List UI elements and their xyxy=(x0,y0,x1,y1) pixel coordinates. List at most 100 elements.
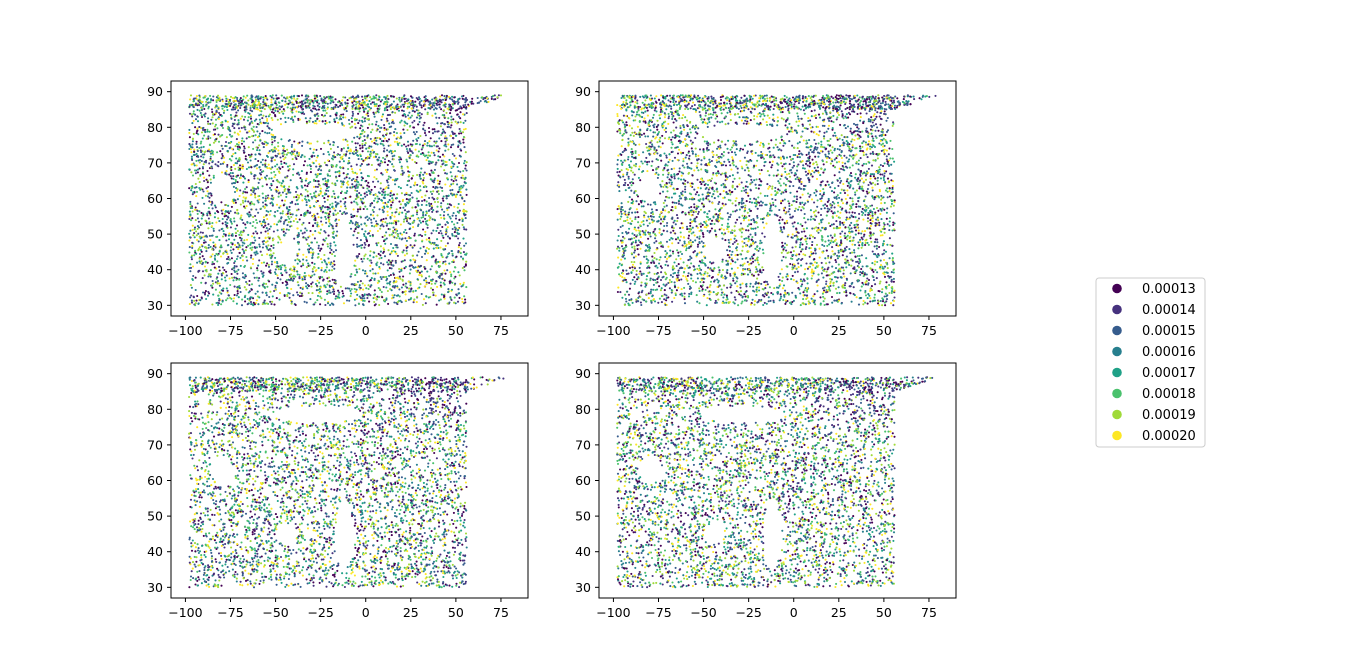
scatter-point xyxy=(423,285,426,288)
scatter-point xyxy=(361,228,364,231)
scatter-point xyxy=(326,208,329,211)
scatter-point xyxy=(209,159,212,162)
scatter-point xyxy=(275,265,278,268)
scatter-point xyxy=(437,260,440,263)
scatter-point xyxy=(424,233,427,236)
scatter-point xyxy=(224,119,227,122)
scatter-point xyxy=(381,115,384,118)
scatter-point xyxy=(325,217,328,221)
scatter-point xyxy=(266,229,269,232)
scatter-point xyxy=(373,169,377,172)
scatter-point xyxy=(366,184,369,187)
scatter-point xyxy=(422,179,425,182)
scatter-point xyxy=(241,163,244,166)
scatter-point xyxy=(408,272,411,275)
scatter-point xyxy=(220,201,223,204)
scatter-point xyxy=(427,209,430,212)
scatter-point xyxy=(193,254,196,257)
scatter-point xyxy=(283,294,286,297)
scatter-point xyxy=(394,178,397,181)
scatter-point xyxy=(387,187,390,190)
scatter-point xyxy=(436,285,439,288)
scatter-point xyxy=(353,136,356,139)
scatter-point xyxy=(300,170,303,173)
scatter-point xyxy=(363,293,366,296)
scatter-point xyxy=(277,149,280,152)
scatter-point xyxy=(340,149,343,152)
scatter-point xyxy=(196,261,199,264)
scatter-point xyxy=(461,220,464,223)
scatter-point xyxy=(465,112,468,115)
scatter-point xyxy=(214,163,217,166)
scatter-point xyxy=(420,255,424,259)
scatter-point xyxy=(217,302,221,305)
scatter-point xyxy=(443,155,446,158)
scatter-point xyxy=(308,102,311,105)
scatter-point xyxy=(362,257,366,260)
scatter-point xyxy=(235,162,239,165)
scatter-point xyxy=(190,155,193,158)
scatter-point xyxy=(336,295,339,298)
scatter-point xyxy=(252,125,255,128)
scatter-point xyxy=(274,210,277,214)
scatter-point xyxy=(233,269,236,272)
scatter-point xyxy=(264,197,267,200)
scatter-point xyxy=(432,171,435,174)
scatter-point xyxy=(396,140,399,144)
scatter-point xyxy=(237,100,240,103)
scatter-point xyxy=(230,251,233,254)
scatter-point xyxy=(270,133,273,136)
scatter-point xyxy=(263,205,266,209)
scatter-point xyxy=(262,274,265,277)
scatter-point xyxy=(386,168,389,171)
scatter-point xyxy=(195,164,198,167)
scatter-point xyxy=(323,200,326,203)
scatter-point xyxy=(324,286,327,289)
scatter-point xyxy=(390,121,394,124)
scatter-point xyxy=(207,122,210,126)
scatter-point xyxy=(245,167,248,171)
scatter-point xyxy=(365,239,368,242)
scatter-point xyxy=(249,213,252,216)
scatter-point xyxy=(335,213,338,216)
scatter-point xyxy=(462,113,465,116)
scatter-point xyxy=(355,197,358,200)
scatter-point xyxy=(331,158,335,161)
scatter-point xyxy=(221,100,224,103)
scatter-point xyxy=(407,222,410,225)
scatter-point xyxy=(447,117,450,120)
scatter-point xyxy=(398,96,401,99)
scatter-point xyxy=(414,143,417,146)
scatter-point xyxy=(407,198,410,201)
scatter-point xyxy=(196,108,199,111)
scatter-point xyxy=(389,191,392,195)
scatter-point xyxy=(280,241,283,244)
scatter-point xyxy=(414,181,417,184)
scatter-point xyxy=(449,189,452,192)
scatter-point xyxy=(263,122,266,125)
scatter-point xyxy=(460,196,464,199)
scatter-point xyxy=(267,115,270,118)
scatter-point xyxy=(465,260,468,263)
scatter-point xyxy=(270,303,273,306)
scatter-point xyxy=(211,122,214,125)
scatter-point xyxy=(313,273,316,276)
scatter-point xyxy=(444,183,447,186)
scatter-point xyxy=(290,117,293,120)
scatter-point xyxy=(462,203,465,206)
scatter-point xyxy=(291,213,294,216)
scatter-point xyxy=(400,286,403,289)
scatter-point xyxy=(256,122,259,126)
scatter-point xyxy=(388,132,391,135)
scatter-point xyxy=(372,256,375,259)
scatter-point xyxy=(245,246,248,249)
scatter-point xyxy=(429,268,432,271)
scatter-point xyxy=(458,186,461,189)
scatter-point xyxy=(198,235,201,238)
scatter-point xyxy=(389,216,392,219)
scatter-point xyxy=(446,120,449,123)
scatter-point xyxy=(342,172,345,175)
scatter-point xyxy=(323,142,326,145)
scatter-point xyxy=(258,245,261,248)
scatter-point xyxy=(352,243,355,246)
